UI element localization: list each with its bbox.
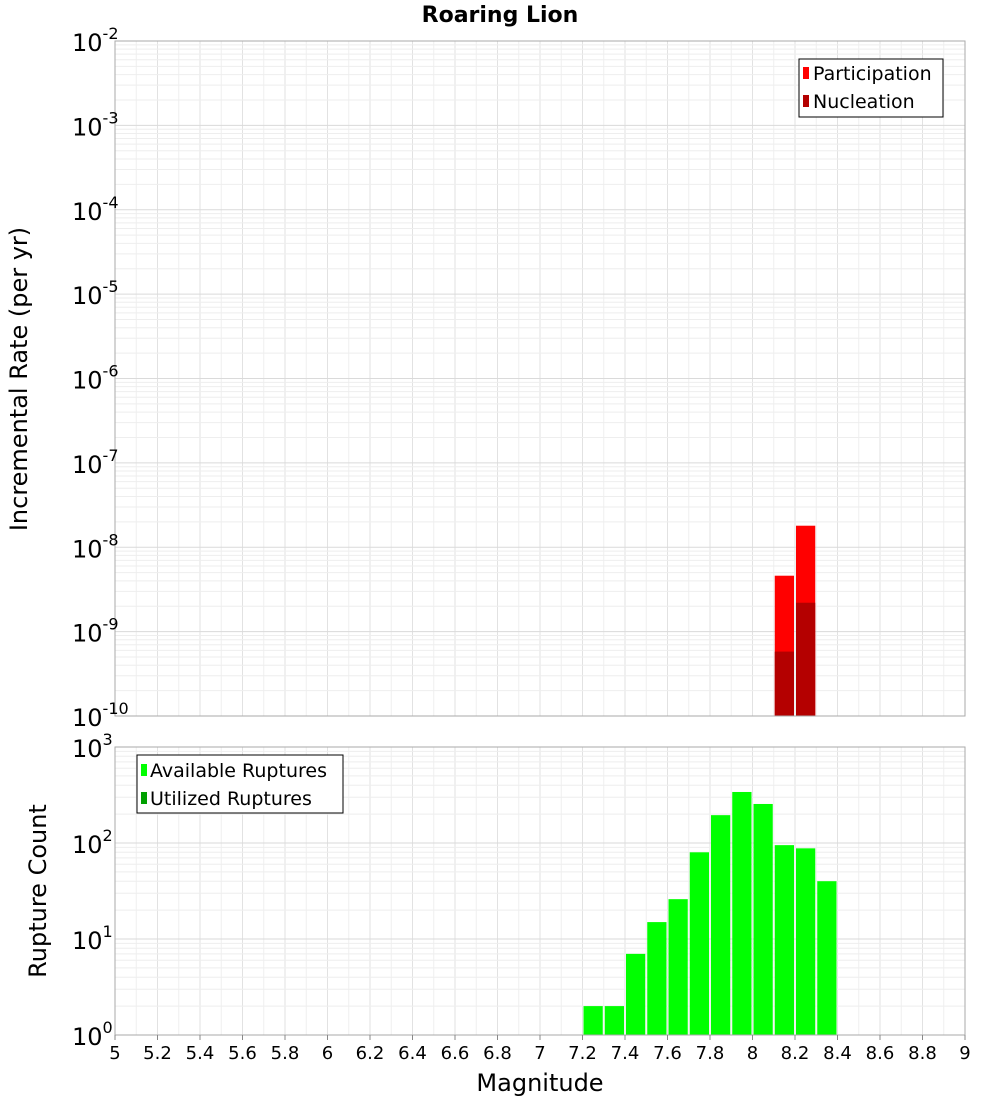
x-tick-label: 6.2	[356, 1043, 385, 1064]
x-tick-label: 5.6	[228, 1043, 257, 1064]
count-bars	[583, 791, 837, 1035]
count-bar-available-ruptures	[732, 791, 752, 1035]
x-tick-label: 8.8	[908, 1043, 937, 1064]
utilized-legend-label: Utilized Ruptures	[150, 788, 312, 810]
count-bar-available-ruptures	[689, 852, 709, 1035]
rate-bars	[774, 525, 816, 716]
available-legend-label: Available Ruptures	[150, 760, 327, 782]
participation-legend-swatch	[803, 67, 809, 79]
count-bar-available-ruptures	[647, 922, 667, 1035]
x-tick-label: 5	[109, 1043, 120, 1064]
rate-y-tick-label: 10-5	[72, 277, 119, 310]
rate-y-tick-label: 10-7	[72, 446, 119, 479]
x-tick-label: 7.2	[568, 1043, 597, 1064]
count-bar-available-ruptures	[604, 1006, 624, 1035]
count-y-tick-label: 100	[72, 1018, 113, 1051]
rate-y-tick-label: 10-9	[72, 615, 119, 648]
count-bar-available-ruptures	[753, 803, 773, 1035]
count-bar-available-ruptures	[626, 953, 646, 1035]
count-y-axis-label: Rupture Count	[24, 804, 52, 978]
rate-y-tick-label: 10-4	[72, 193, 119, 226]
count-y-tick-label: 102	[72, 826, 113, 859]
count-panel: 100 101 102 103 5 5.2 5.4 5.6 5.8 6 6.2 6.4 6.6 6.8 7…	[24, 730, 971, 1097]
x-tick-label: 8.2	[781, 1043, 810, 1064]
x-tick-label: 5.4	[186, 1043, 215, 1064]
count-bar-available-ruptures	[711, 815, 731, 1035]
x-tick-label: 5.2	[143, 1043, 172, 1064]
count-y-ticks: 100 101 102 103	[72, 730, 113, 1051]
rate-y-tick-label: 10-10	[72, 699, 129, 732]
x-tick-label: 5.8	[271, 1043, 300, 1064]
rate-grid	[114, 41, 966, 717]
rate-plot-border	[114, 40, 966, 717]
count-bar-available-ruptures	[796, 848, 816, 1035]
rate-y-axis-label: Incremental Rate (per yr)	[5, 227, 33, 531]
rate-y-tick-label: 10-6	[72, 362, 119, 395]
x-tick-label: 7.8	[696, 1043, 725, 1064]
x-tick-label: 7.4	[611, 1043, 640, 1064]
x-tick-label: 8.4	[823, 1043, 852, 1064]
rate-y-tick-label: 10-2	[72, 24, 119, 57]
count-y-tick-label: 103	[72, 730, 113, 763]
x-ticks: 5 5.2 5.4 5.6 5.8 6 6.2 6.4 6.6 6.8 7 7.2 7.4 7.6 7.8 8…	[109, 1035, 971, 1064]
rate-bar-nucleation	[796, 602, 816, 716]
x-tick-label: 8.6	[866, 1043, 895, 1064]
count-bar-available-ruptures	[774, 845, 794, 1035]
x-tick-label: 6.6	[441, 1043, 470, 1064]
rate-legend: Participation Nucleation	[798, 58, 944, 118]
x-tick-label: 7	[534, 1043, 545, 1064]
count-bar-available-ruptures	[817, 881, 837, 1035]
rate-y-tick-label: 10-3	[72, 108, 119, 141]
participation-legend-label: Participation	[813, 63, 932, 85]
available-legend-swatch	[141, 764, 147, 776]
chart-title: Roaring Lion	[422, 3, 579, 28]
x-tick-label: 6.8	[483, 1043, 512, 1064]
count-bar-available-ruptures	[583, 1006, 603, 1035]
count-bar-available-ruptures	[668, 899, 688, 1035]
nucleation-legend-swatch	[803, 95, 809, 107]
utilized-legend-swatch	[141, 792, 147, 804]
count-y-tick-label: 101	[72, 922, 113, 955]
count-legend: Available Ruptures Utilized Ruptures	[136, 754, 344, 814]
x-tick-label: 8	[747, 1043, 758, 1064]
rate-panel: 10-10 10-9 10-8 10-7 10-6 10-5 10-4 10-3 10-2 In…	[5, 24, 966, 732]
x-tick-label: 6	[322, 1043, 333, 1064]
count-legend-box	[136, 754, 344, 814]
rate-y-tick-label: 10-8	[72, 530, 119, 563]
nucleation-legend-label: Nucleation	[813, 91, 915, 113]
x-tick-label: 9	[959, 1043, 970, 1064]
rate-legend-box	[798, 58, 944, 118]
rate-bar-nucleation	[774, 651, 794, 716]
x-axis-label: Magnitude	[476, 1069, 603, 1097]
x-tick-label: 7.6	[653, 1043, 682, 1064]
x-tick-label: 6.4	[398, 1043, 427, 1064]
